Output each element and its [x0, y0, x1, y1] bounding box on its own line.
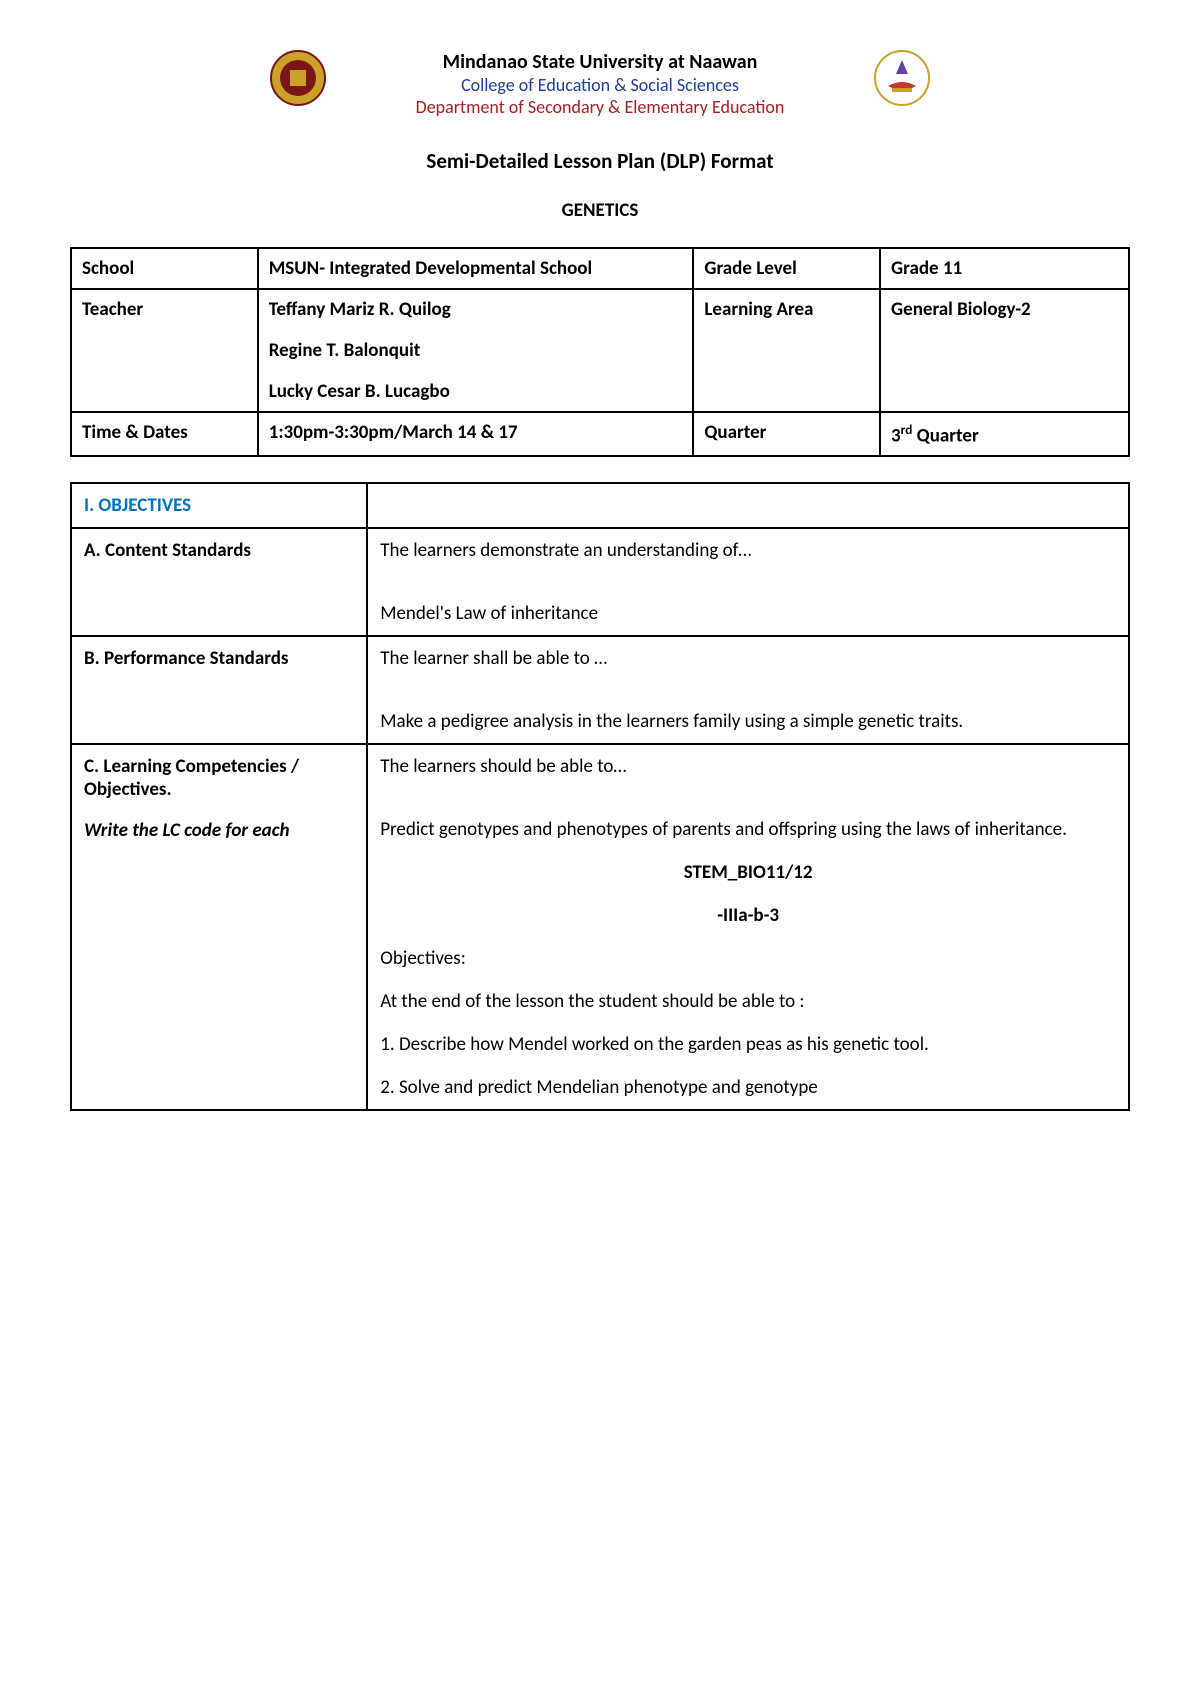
teacher-name-3: Lucky Cesar B. Lucagbo [269, 380, 683, 403]
content-standards-value: The learners demonstrate an understandin… [367, 528, 1129, 636]
subject-title: GENETICS [70, 199, 1130, 222]
college-logo-right-icon [874, 50, 930, 106]
school-value: MSUN- Integrated Developmental School [258, 248, 694, 289]
performance-standards-value: The learner shall be able to … Make a pe… [367, 636, 1129, 744]
content-standards-label: A. Content Standards [71, 528, 367, 636]
teacher-name-2: Regine T. Balonquit [269, 339, 683, 362]
quarter-ordinal: rd [901, 421, 913, 438]
learning-competencies-label: C. Learning Competencies / Objectives. W… [71, 744, 367, 1110]
university-name: Mindanao State University at Naawan [280, 50, 920, 74]
grade-label: Grade Level [693, 248, 880, 289]
objective-2: 2. Solve and predict Mendelian phenotype… [380, 1076, 1116, 1099]
info-table: School MSUN- Integrated Developmental Sc… [70, 247, 1130, 457]
area-label: Learning Area [693, 289, 880, 412]
learning-competencies-value: The learners should be able to… Predict … [367, 744, 1129, 1110]
table-row: Teacher Teffany Mariz R. Quilog Regine T… [71, 289, 1129, 412]
table-row: C. Learning Competencies / Objectives. W… [71, 744, 1129, 1110]
objective-1: 1. Describe how Mendel worked on the gar… [380, 1033, 1116, 1056]
performance-standards-line2: Make a pedigree analysis in the learners… [380, 710, 1116, 733]
objectives-intro: At the end of the lesson the student sho… [380, 990, 1116, 1013]
table-row: School MSUN- Integrated Developmental Sc… [71, 248, 1129, 289]
table-row: I. OBJECTIVES [71, 483, 1129, 528]
competencies-line2: Predict genotypes and phenotypes of pare… [380, 818, 1116, 841]
header-content: Mindanao State University at Naawan Coll… [280, 50, 920, 118]
objectives-heading: Objectives: [380, 947, 1116, 970]
lesson-plan-page: Mindanao State University at Naawan Coll… [0, 0, 1200, 1186]
table-row: Time & Dates 1:30pm-3:30pm/March 14 & 17… [71, 412, 1129, 456]
time-label: Time & Dates [71, 412, 258, 456]
quarter-label: Quarter [693, 412, 880, 456]
time-value: 1:30pm-3:30pm/March 14 & 17 [258, 412, 694, 456]
lc-code-1: STEM_BIO11/12 [380, 861, 1116, 884]
quarter-value: 3rd Quarter [880, 412, 1129, 456]
area-value: General Biology-2 [880, 289, 1129, 412]
objectives-table: I. OBJECTIVES A. Content Standards The l… [70, 482, 1130, 1111]
quarter-number: 3 [891, 424, 901, 447]
document-title: Semi-Detailed Lesson Plan (DLP) Format [70, 148, 1130, 174]
objectives-section-header: I. OBJECTIVES [71, 483, 367, 528]
university-seal-left-icon [270, 50, 326, 106]
competencies-label-line2: Write the LC code for each [84, 819, 354, 842]
department-name: Department of Secondary & Elementary Edu… [280, 96, 920, 118]
table-row: B. Performance Standards The learner sha… [71, 636, 1129, 744]
competencies-line1: The learners should be able to… [380, 755, 1116, 778]
competencies-label-line1: C. Learning Competencies / Objectives. [84, 755, 354, 801]
teacher-label: Teacher [71, 289, 258, 412]
teacher-name-1: Teffany Mariz R. Quilog [269, 298, 683, 321]
lc-code-2: -IIIa-b-3 [380, 904, 1116, 927]
content-standards-line2: Mendel's Law of inheritance [380, 602, 1116, 625]
content-standards-line1: The learners demonstrate an understandin… [380, 539, 1116, 562]
quarter-text: Quarter [912, 424, 978, 447]
empty-cell [367, 483, 1129, 528]
college-name: College of Education & Social Sciences [280, 74, 920, 96]
teacher-values: Teffany Mariz R. Quilog Regine T. Balonq… [258, 289, 694, 412]
school-label: School [71, 248, 258, 289]
performance-standards-label: B. Performance Standards [71, 636, 367, 744]
table-row: A. Content Standards The learners demons… [71, 528, 1129, 636]
grade-value: Grade 11 [880, 248, 1129, 289]
document-header: Mindanao State University at Naawan Coll… [70, 50, 1130, 118]
performance-standards-line1: The learner shall be able to … [380, 647, 1116, 670]
